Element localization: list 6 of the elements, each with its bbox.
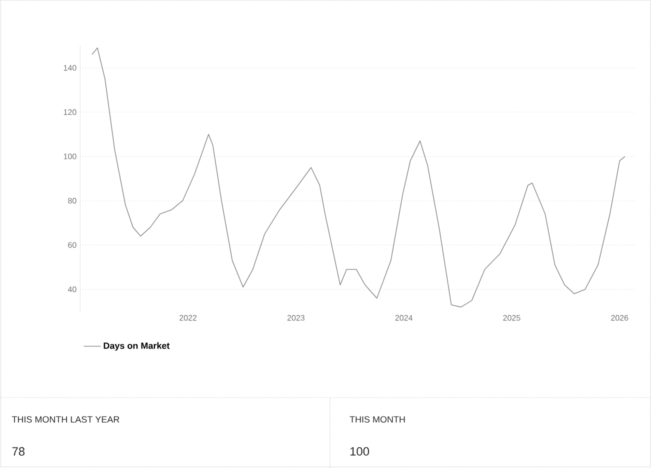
line-series [92, 48, 626, 308]
legend-label: Days on Market [104, 342, 170, 351]
text: THIS MONTH LAST YEAR [12, 416, 120, 423]
text: THIS MONTH [350, 416, 405, 423]
text: 100 [350, 447, 370, 456]
text: 78 [12, 447, 25, 456]
